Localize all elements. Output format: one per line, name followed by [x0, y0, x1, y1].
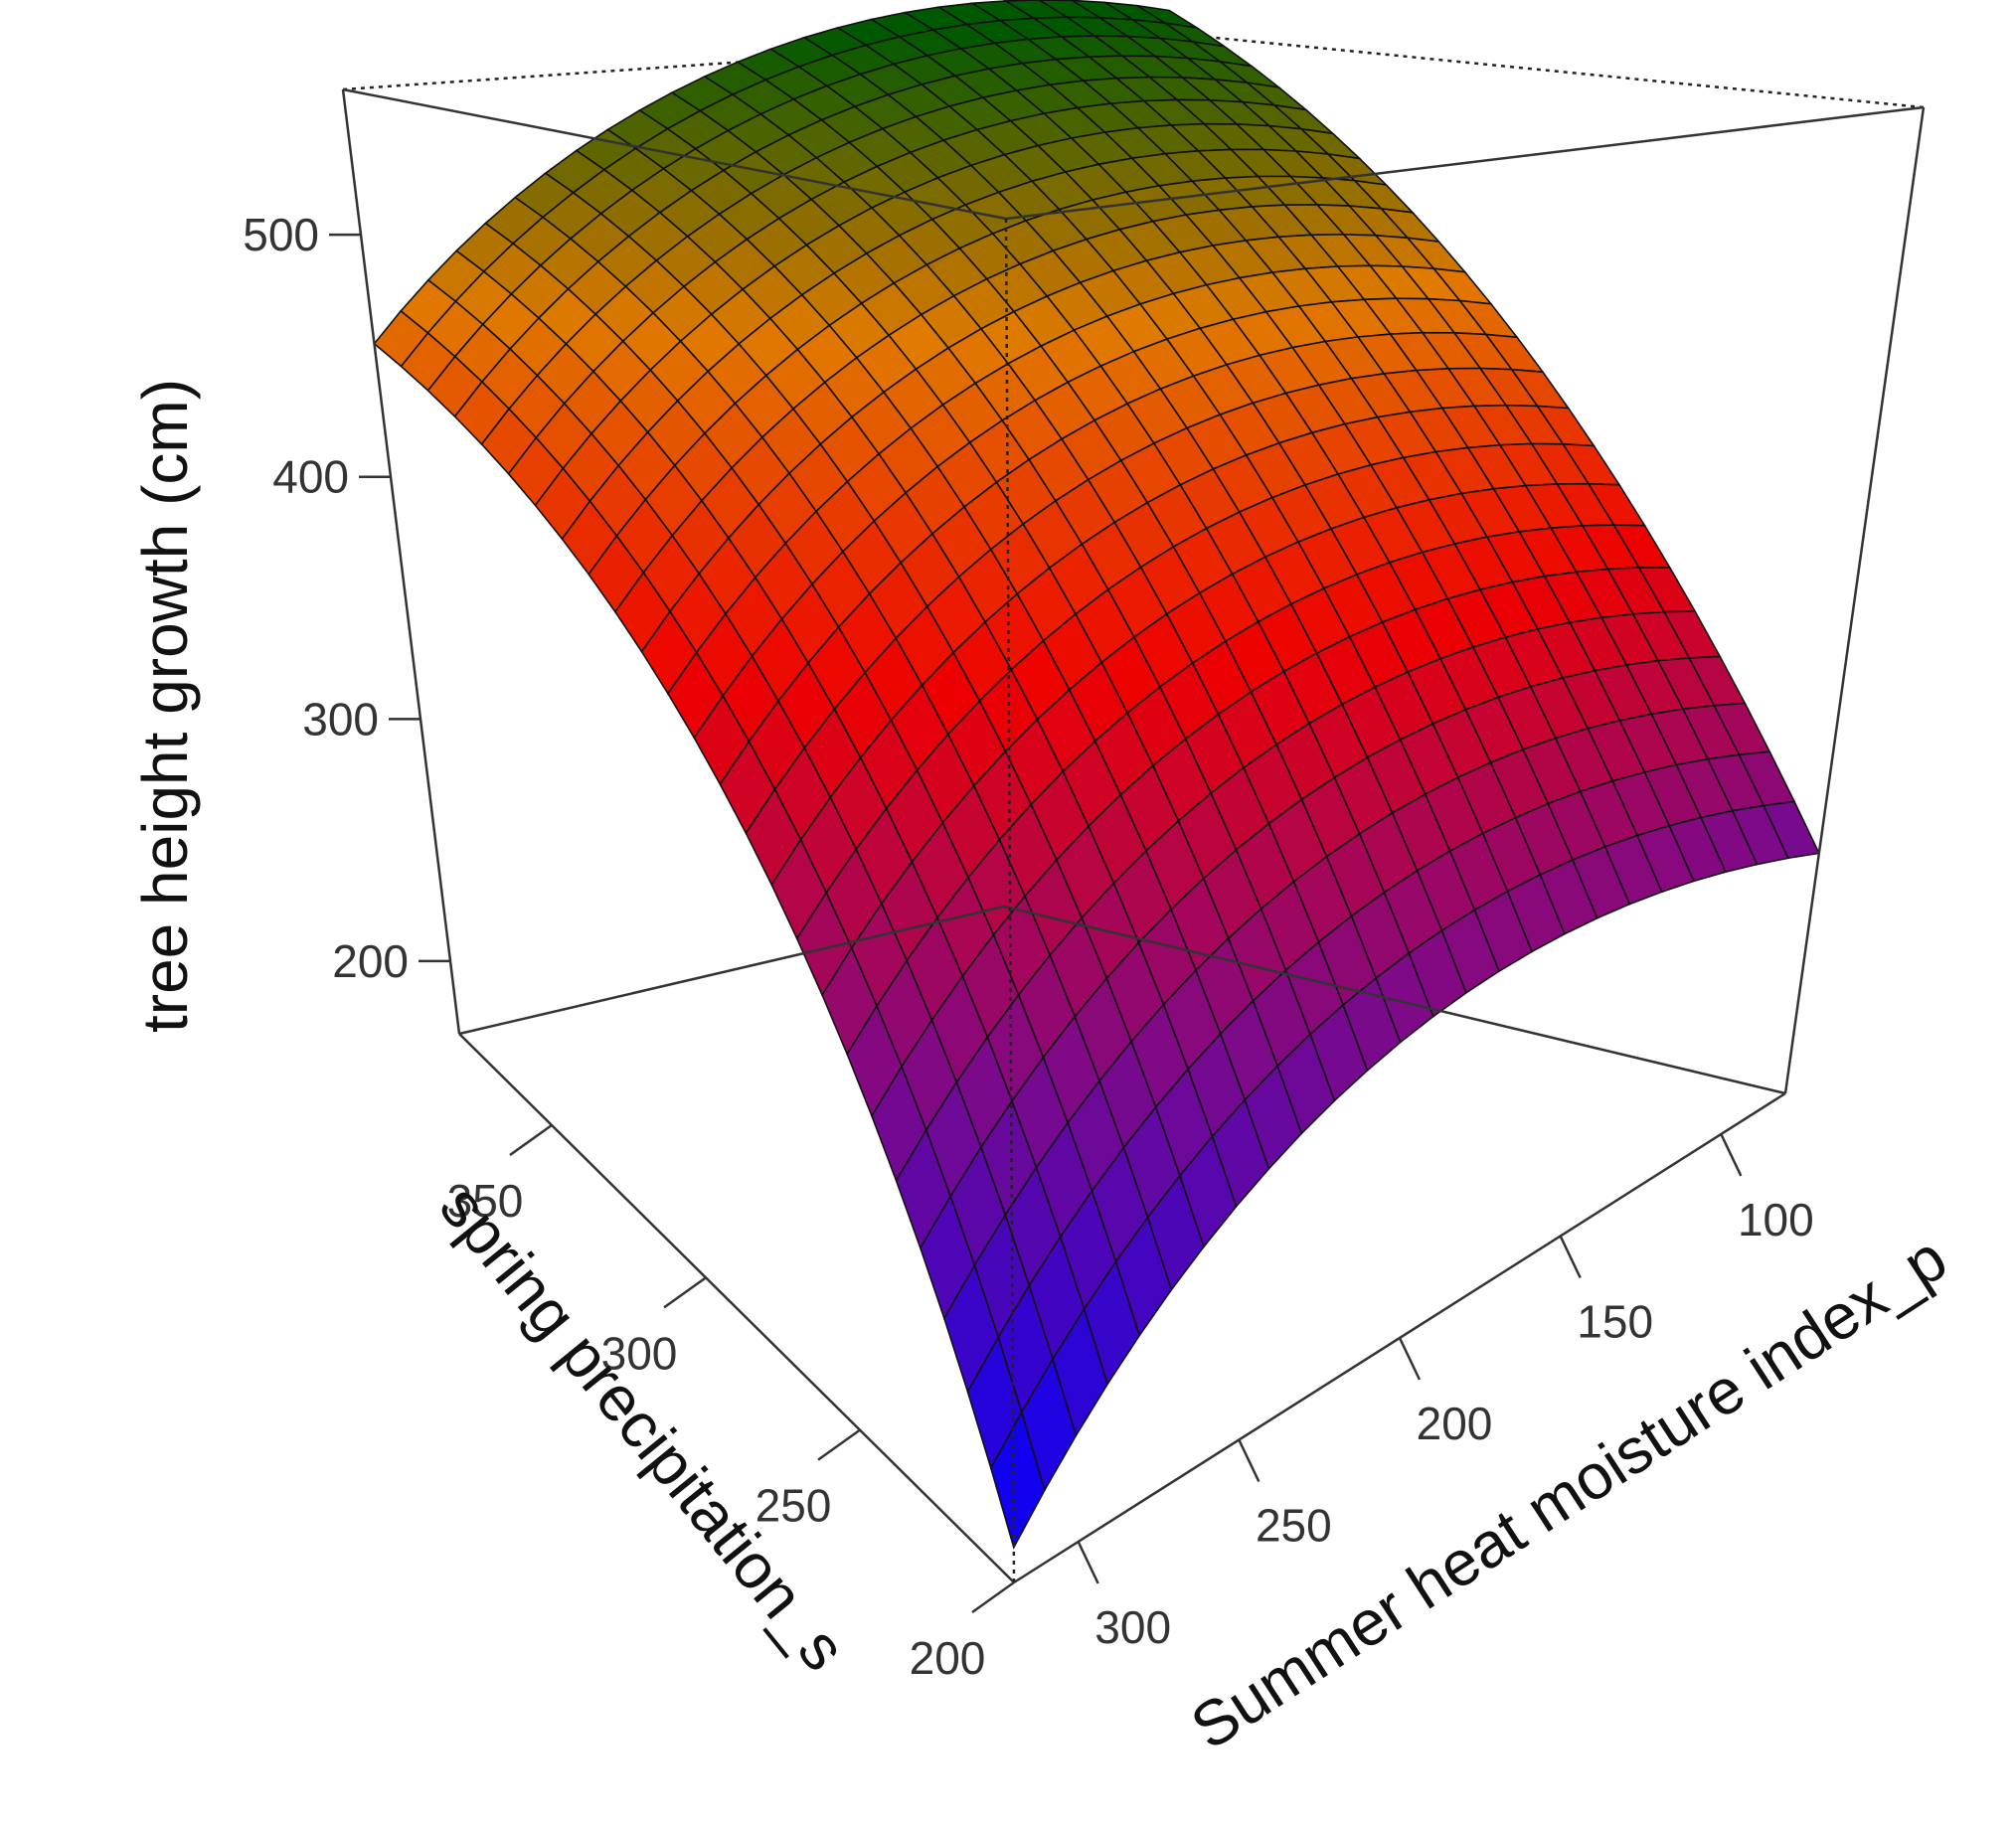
box-edge	[458, 905, 1005, 1036]
y-tick	[1559, 1235, 1582, 1279]
surface-facet	[989, 1410, 1046, 1550]
box-edge	[1003, 905, 1786, 1095]
y-tick	[1720, 1133, 1743, 1177]
y-tick-label: 200	[1417, 1398, 1493, 1449]
box-edge	[342, 87, 1007, 221]
x-axis-title: spring precipitation_s	[426, 1171, 861, 1683]
box-front-edges	[341, 87, 1926, 1584]
x-tick-label: 250	[756, 1480, 832, 1532]
y-tick	[1238, 1438, 1260, 1483]
z-tick-label: 300	[302, 693, 379, 745]
surface-mesh	[373, 0, 1821, 1550]
z-tick-label: 200	[332, 935, 409, 987]
x-tick	[971, 1580, 1015, 1614]
x-tick	[817, 1428, 861, 1461]
y-tick	[1077, 1541, 1099, 1584]
box-edge	[341, 88, 461, 1035]
box-edge	[1004, 218, 1016, 1583]
y-axis-title: Summer heat moisture index_p	[1178, 1222, 1958, 1763]
x-tick-label: 300	[601, 1327, 678, 1379]
z-tick-label: 500	[243, 209, 319, 260]
y-tick-label: 150	[1577, 1296, 1653, 1348]
y-tick-label: 250	[1256, 1500, 1332, 1552]
x-tick	[663, 1276, 707, 1309]
x-tick	[509, 1123, 553, 1157]
x-tick-label: 350	[447, 1175, 524, 1227]
x-tick-label: 200	[910, 1632, 986, 1684]
box-edge	[1005, 105, 1925, 221]
z-axis: 200 300 400 500	[243, 209, 450, 987]
y-tick-label: 100	[1738, 1194, 1814, 1245]
y-axis: 100 150 200 250 300	[1077, 1133, 1814, 1653]
z-axis-title: tree height growth (cm)	[129, 379, 201, 1033]
z-tick-label: 400	[272, 451, 349, 503]
x-axis: 200 250 300 350	[447, 1123, 1015, 1684]
y-tick-label: 300	[1094, 1601, 1171, 1653]
box-edge	[1783, 106, 1926, 1094]
y-tick	[1398, 1337, 1422, 1381]
box-hidden-edge	[1164, 31, 1925, 109]
